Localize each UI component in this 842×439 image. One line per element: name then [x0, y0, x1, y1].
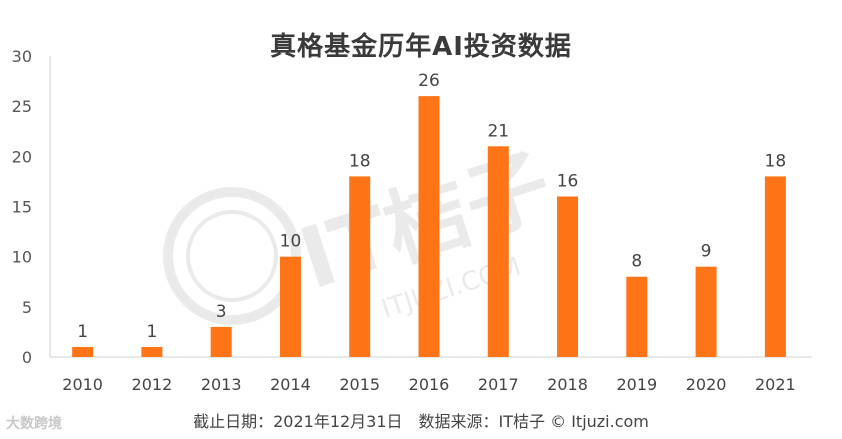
y-tick-label: 0	[22, 348, 32, 367]
bar	[764, 176, 786, 357]
data-label: 9	[701, 242, 712, 262]
data-label: 26	[418, 71, 440, 91]
x-tick-label: 2014	[270, 375, 311, 394]
data-label: 3	[216, 302, 227, 322]
y-tick-label: 15	[12, 198, 32, 217]
bar	[349, 176, 371, 357]
data-labels: 1 1 3 10 18 26 21 16 8 9 18	[77, 71, 786, 342]
y-tick-label: 10	[12, 248, 32, 267]
bar	[279, 256, 301, 357]
y-tick-label: 30	[12, 47, 32, 66]
bar	[72, 346, 94, 357]
data-label: 1	[146, 322, 157, 342]
x-tick-label: 2019	[616, 375, 657, 394]
bars	[72, 96, 786, 357]
x-tick-label: 2021	[755, 375, 796, 394]
x-tick-label: 2016	[409, 375, 450, 394]
x-tick-label: 2015	[339, 375, 380, 394]
bar	[626, 276, 648, 357]
data-label: 8	[631, 252, 642, 272]
y-tick-label: 5	[22, 298, 32, 317]
x-tick-label: 2010	[62, 375, 103, 394]
source-note: 截止日期：2021年12月31日 数据来源：IT桔子 © Itjuzi.com	[193, 412, 649, 431]
data-label: 21	[487, 121, 509, 141]
bar	[210, 326, 232, 357]
data-label: 18	[765, 151, 787, 171]
chart-title: 真格基金历年AI投资数据	[270, 32, 572, 62]
data-label: 18	[349, 151, 371, 171]
y-tick-labels: 0 5 10 15 20 25 30	[12, 47, 32, 367]
x-tick-label: 2012	[132, 375, 173, 394]
bar	[557, 196, 579, 357]
x-tick-label: 2020	[686, 375, 727, 394]
x-tick-label: 2018	[547, 375, 588, 394]
data-label: 16	[557, 171, 579, 191]
y-tick-label: 20	[12, 147, 32, 166]
data-label: 1	[77, 322, 88, 342]
bar	[487, 146, 509, 357]
y-tick-label: 25	[12, 97, 32, 116]
x-tick-label: 2017	[478, 375, 519, 394]
corner-logo: 大数跨境	[6, 416, 62, 432]
bar	[695, 266, 717, 357]
data-label: 10	[280, 232, 302, 252]
bar	[418, 96, 440, 357]
x-tick-label: 2013	[201, 375, 242, 394]
bar	[141, 346, 163, 357]
x-tick-labels: 2010 2012 2013 2014 2015 2016 2017 2018 2019 2020…	[62, 375, 795, 394]
